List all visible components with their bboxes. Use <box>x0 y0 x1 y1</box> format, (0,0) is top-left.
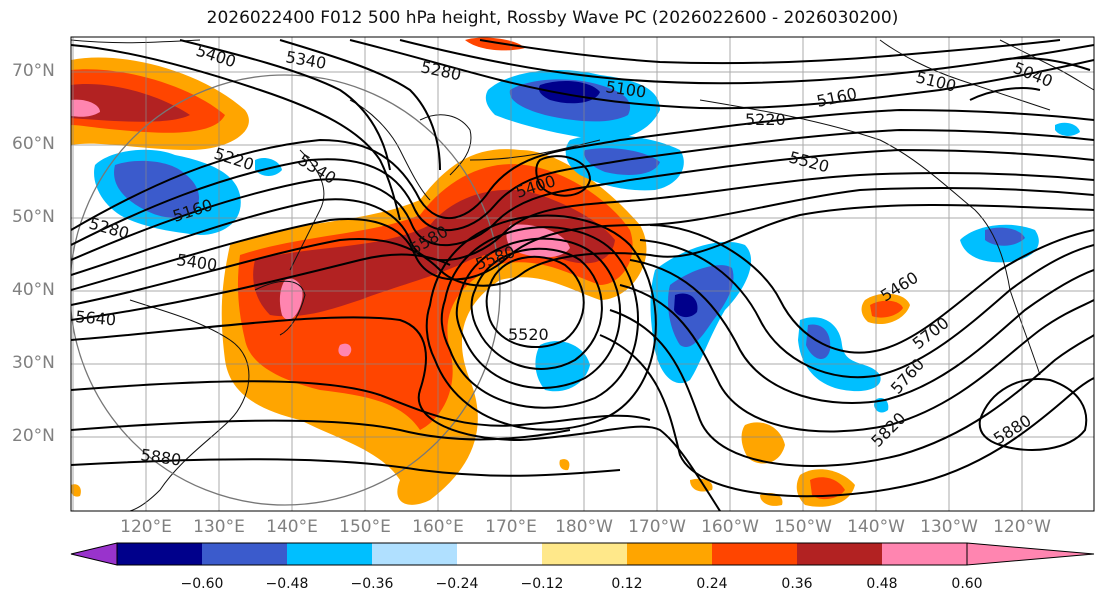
colorbar-tick-label: 0.24 <box>696 576 728 592</box>
colorbar-tick-label: −0.48 <box>265 576 309 592</box>
range-circle <box>71 74 501 506</box>
lat-label: 50°N <box>12 207 55 227</box>
colorbar-tick-label: −0.60 <box>180 576 224 592</box>
colorbar-tick-label: −0.12 <box>520 576 564 592</box>
lon-label: 130°W <box>920 517 978 537</box>
lon-label: 170°E <box>485 517 537 537</box>
lon-label: 120°W <box>993 517 1051 537</box>
lat-label: 70°N <box>12 61 55 81</box>
colorbar-tick-label: 0.60 <box>951 576 983 592</box>
lon-label: 160°W <box>701 517 759 537</box>
colorbar-extend-max <box>966 542 1095 566</box>
lat-label: 60°N <box>12 134 55 154</box>
colorbar-tick-label: 0.36 <box>781 576 813 592</box>
colorbar-segment <box>627 543 712 565</box>
contour-label: 5640 <box>75 307 117 329</box>
lon-label: 150°E <box>339 517 391 537</box>
colorbar-extend-min <box>70 542 118 566</box>
contour-label: 5520 <box>508 325 549 344</box>
lon-label: 150°W <box>774 517 832 537</box>
lon-label: 180°W <box>555 517 613 537</box>
contour-label: 5220 <box>745 110 786 129</box>
colorbar-segment <box>457 543 542 565</box>
lon-label: 160°E <box>412 517 464 537</box>
colorbar-segment <box>372 543 457 565</box>
colorbar-segment <box>712 543 797 565</box>
colorbar-tick-label: 0.12 <box>611 576 643 592</box>
colorbar-segment <box>882 543 967 565</box>
colorbar-tick-label: 0.48 <box>866 576 898 592</box>
lon-label: 170°W <box>628 517 686 537</box>
colorbar-segment <box>797 543 882 565</box>
contour-labels: 5400 5340 5280 5100 5040 5160 5220 5100 … <box>75 41 1056 470</box>
lon-label: 140°E <box>266 517 318 537</box>
colorbar-tick-label: −0.24 <box>435 576 479 592</box>
map-frame <box>70 36 1095 512</box>
lon-label: 130°E <box>193 517 245 537</box>
colorbar-tick-label: −0.36 <box>350 576 394 592</box>
colorbar-segment <box>202 543 287 565</box>
lat-label: 40°N <box>12 280 55 300</box>
lat-label: 20°N <box>12 426 55 446</box>
map-title: 2026022400 F012 500 hPa height, Rossby W… <box>206 8 899 28</box>
lat-label: 30°N <box>12 353 55 373</box>
height-contours <box>71 39 1094 511</box>
colorbar <box>70 542 1095 566</box>
lon-label: 140°W <box>847 517 905 537</box>
colorbar-segment <box>287 543 372 565</box>
colorbar-segment <box>542 543 627 565</box>
lon-label: 120°E <box>120 517 172 537</box>
colorbar-segment <box>117 543 202 565</box>
